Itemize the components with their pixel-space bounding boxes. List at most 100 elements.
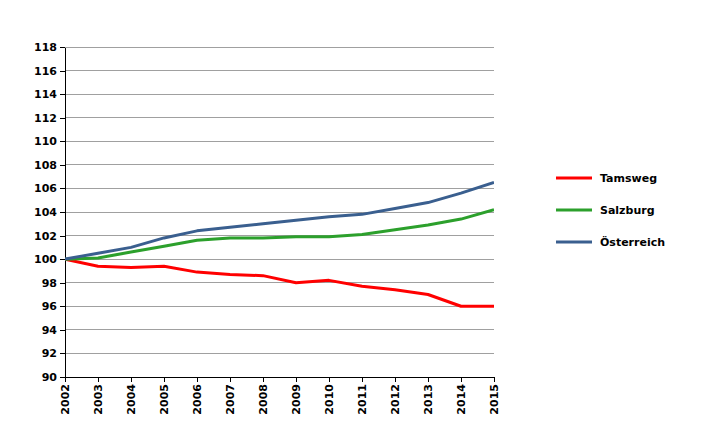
y-tick: 96 <box>42 300 65 313</box>
y-tick-mark <box>60 141 65 142</box>
x-tick-mark <box>494 377 495 382</box>
y-tick: 106 <box>34 182 65 195</box>
y-tick: 92 <box>42 347 65 360</box>
grid-line <box>65 94 494 95</box>
x-tick: 2005 <box>158 377 171 415</box>
series-line <box>65 183 494 260</box>
y-tick: 102 <box>34 230 65 243</box>
legend-swatch <box>556 209 592 212</box>
y-tick-mark <box>60 118 65 119</box>
y-tick-label: 92 <box>42 347 57 360</box>
x-tick-mark <box>395 377 396 382</box>
x-tick-label: 2014 <box>455 384 468 415</box>
y-tick: 108 <box>34 159 65 172</box>
x-tick-label: 2015 <box>488 384 501 415</box>
y-tick-mark <box>60 259 65 260</box>
y-tick-mark <box>60 165 65 166</box>
y-tick-label: 110 <box>34 135 57 148</box>
y-tick: 100 <box>34 253 65 266</box>
grid-line <box>65 329 494 330</box>
x-tick-mark <box>230 377 231 382</box>
legend-label: Salzburg <box>600 204 655 217</box>
y-tick-mark <box>60 353 65 354</box>
y-tick-label: 96 <box>42 300 58 313</box>
grid-line <box>65 70 494 71</box>
x-tick-mark <box>164 377 165 382</box>
x-tick-mark <box>296 377 297 382</box>
x-tick-mark <box>461 377 462 382</box>
x-tick-mark <box>197 377 198 382</box>
x-tick-mark <box>263 377 264 382</box>
y-axis-line <box>65 48 66 378</box>
x-tick-mark <box>428 377 429 382</box>
grid <box>65 47 494 377</box>
y-tick-mark <box>60 47 65 48</box>
y-tick-mark <box>60 306 65 307</box>
x-tick: 2011 <box>356 377 369 415</box>
y-tick-mark <box>60 283 65 284</box>
x-tick: 2010 <box>323 377 336 415</box>
grid-line <box>65 306 494 307</box>
y-tick-label: 94 <box>42 324 58 337</box>
y-tick: 90 <box>42 371 65 384</box>
x-tick: 2003 <box>92 377 105 415</box>
legend: Tamsweg Salzburg Österreich <box>556 172 665 249</box>
y-tick: 112 <box>34 112 65 125</box>
x-tick-label: 2004 <box>125 384 138 415</box>
y-tick-label: 102 <box>34 230 57 243</box>
lines <box>65 183 494 307</box>
y-tick-mark <box>60 212 65 213</box>
grid-line <box>65 188 494 189</box>
grid-line <box>65 259 494 260</box>
x-tick: 2014 <box>455 377 468 415</box>
x-tick: 2004 <box>125 377 138 415</box>
grid-line <box>65 377 494 378</box>
y-tick-mark <box>60 236 65 237</box>
legend-label: Österreich <box>600 235 665 249</box>
y-tick: 110 <box>34 135 65 148</box>
x-tick: 2012 <box>389 377 402 415</box>
y-tick-label: 118 <box>34 41 57 54</box>
x-tick-label: 2010 <box>323 384 336 415</box>
x-tick: 2015 <box>488 377 501 415</box>
x-tick: 2007 <box>224 377 237 415</box>
y-tick-label: 104 <box>34 206 57 219</box>
y-tick-mark <box>60 188 65 189</box>
x-axis: 2002 2003 2004 2005 2006 2007 2008 2009 2010 2011… <box>59 377 501 415</box>
x-tick: 2002 <box>59 377 72 415</box>
y-axis: 9092949698100102104106108110112114116118 <box>34 41 65 384</box>
y-tick-label: 100 <box>34 253 57 266</box>
x-tick: 2009 <box>290 377 303 415</box>
chart: 9092949698100102104106108110112114116118… <box>0 0 714 432</box>
y-tick-label: 90 <box>42 371 58 384</box>
x-tick-label: 2009 <box>290 384 303 415</box>
x-tick-label: 2002 <box>59 384 72 415</box>
series-line <box>65 259 494 306</box>
y-tick: 98 <box>42 277 65 290</box>
y-tick: 116 <box>34 65 65 78</box>
x-tick: 2008 <box>257 377 270 415</box>
x-tick-label: 2008 <box>257 384 270 415</box>
y-tick-label: 112 <box>34 112 57 125</box>
x-tick-label: 2012 <box>389 384 402 415</box>
grid-line <box>65 47 494 48</box>
legend-label: Tamsweg <box>600 172 657 185</box>
grid-line <box>65 117 494 118</box>
x-tick: 2006 <box>191 377 204 415</box>
x-tick-label: 2005 <box>158 384 171 415</box>
x-tick-mark <box>65 377 66 382</box>
y-tick-mark <box>60 377 65 378</box>
y-tick: 104 <box>34 206 65 219</box>
x-tick: 2013 <box>422 377 435 415</box>
grid-line <box>65 353 494 354</box>
grid-line <box>65 282 494 283</box>
y-tick-mark <box>60 330 65 331</box>
x-tick-mark <box>329 377 330 382</box>
x-tick-mark <box>131 377 132 382</box>
x-tick-label: 2007 <box>224 384 237 415</box>
x-tick-label: 2011 <box>356 384 369 415</box>
legend-swatch <box>556 241 592 244</box>
y-tick-mark <box>60 94 65 95</box>
y-tick-label: 116 <box>34 65 57 78</box>
x-tick-mark <box>362 377 363 382</box>
